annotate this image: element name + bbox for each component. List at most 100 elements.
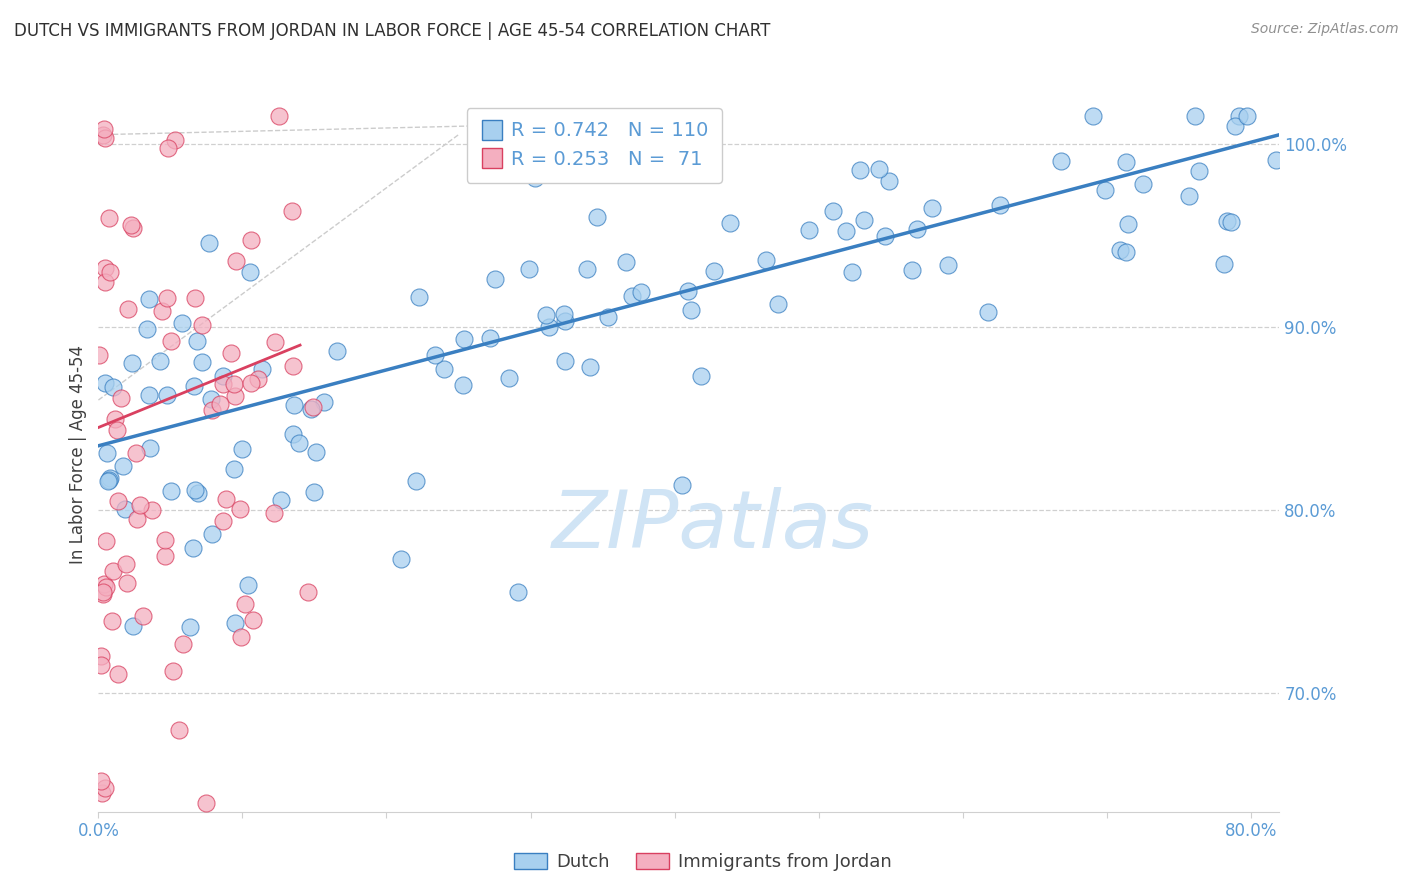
Point [224, 462, 246, 476]
Point [156, 291, 179, 305]
Point [1236, 110, 1258, 124]
Point [281, 359, 304, 374]
Point [288, 435, 311, 450]
Point [172, 637, 194, 651]
Point [211, 514, 233, 528]
Point [112, 459, 135, 474]
Point [110, 391, 132, 405]
Point [1115, 245, 1137, 260]
Point [101, 614, 124, 628]
Point [179, 620, 201, 634]
Point [98, 471, 121, 485]
Point [524, 171, 547, 186]
Point [165, 133, 187, 147]
Point [283, 398, 305, 412]
Point [671, 478, 693, 492]
Point [201, 527, 224, 541]
Point [408, 290, 430, 304]
Text: ZIPatlas: ZIPatlas [551, 487, 873, 566]
Point [201, 402, 224, 417]
Point [690, 368, 713, 383]
Point [155, 549, 177, 564]
Point [115, 576, 138, 591]
Point [97, 474, 120, 488]
Point [405, 474, 427, 488]
Point [1115, 154, 1137, 169]
Point [1132, 178, 1154, 192]
Point [263, 507, 285, 521]
Point [90, 773, 112, 788]
Point [89, 348, 111, 362]
Point [297, 585, 319, 599]
Point [107, 494, 129, 508]
Point [270, 493, 292, 508]
Point [823, 203, 845, 218]
Point [1184, 110, 1206, 124]
Point [498, 371, 520, 385]
Point [150, 303, 173, 318]
Point [91, 585, 114, 599]
Point [1050, 154, 1073, 169]
Point [304, 445, 326, 459]
Point [190, 355, 212, 369]
Point [576, 261, 599, 276]
Y-axis label: In Labor Force | Age 45-54: In Labor Force | Age 45-54 [69, 345, 87, 565]
Legend: R = 0.742   N = 110, R = 0.253   N =  71: R = 0.742 N = 110, R = 0.253 N = 71 [467, 108, 723, 183]
Point [302, 400, 325, 414]
Point [614, 254, 637, 268]
Point [1219, 215, 1241, 229]
Point [225, 253, 247, 268]
Point [990, 198, 1012, 212]
Point [97, 211, 120, 225]
Point [553, 307, 575, 321]
Point [153, 533, 176, 548]
Point [236, 577, 259, 591]
Point [453, 332, 475, 346]
Point [121, 619, 143, 633]
Point [114, 502, 136, 516]
Point [94, 580, 117, 594]
Point [138, 388, 160, 402]
Point [900, 262, 922, 277]
Point [936, 258, 959, 272]
Point [554, 314, 576, 328]
Point [127, 512, 149, 526]
Point [120, 218, 142, 232]
Point [139, 441, 162, 455]
Point [197, 236, 219, 251]
Point [703, 263, 725, 277]
Point [247, 372, 270, 386]
Point [1215, 214, 1237, 228]
Point [90, 658, 112, 673]
Point [200, 392, 222, 406]
Point [156, 388, 179, 402]
Point [506, 585, 529, 599]
Point [676, 284, 699, 298]
Point [325, 343, 347, 358]
Point [159, 483, 181, 498]
Point [797, 223, 820, 237]
Point [191, 318, 214, 333]
Point [766, 296, 789, 310]
Point [478, 331, 501, 345]
Point [578, 360, 600, 375]
Point [98, 265, 121, 279]
Point [107, 667, 129, 681]
Point [181, 541, 204, 555]
Point [977, 305, 1000, 319]
Point [136, 322, 159, 336]
Point [269, 110, 291, 124]
Point [239, 233, 262, 247]
Point [122, 221, 145, 235]
Point [93, 577, 115, 591]
Point [841, 265, 863, 279]
Point [229, 630, 252, 644]
Point [755, 253, 778, 268]
Point [1116, 217, 1139, 231]
Point [194, 796, 217, 810]
Point [94, 376, 117, 391]
Point [170, 316, 193, 330]
Point [125, 446, 148, 460]
Point [138, 292, 160, 306]
Point [554, 353, 576, 368]
